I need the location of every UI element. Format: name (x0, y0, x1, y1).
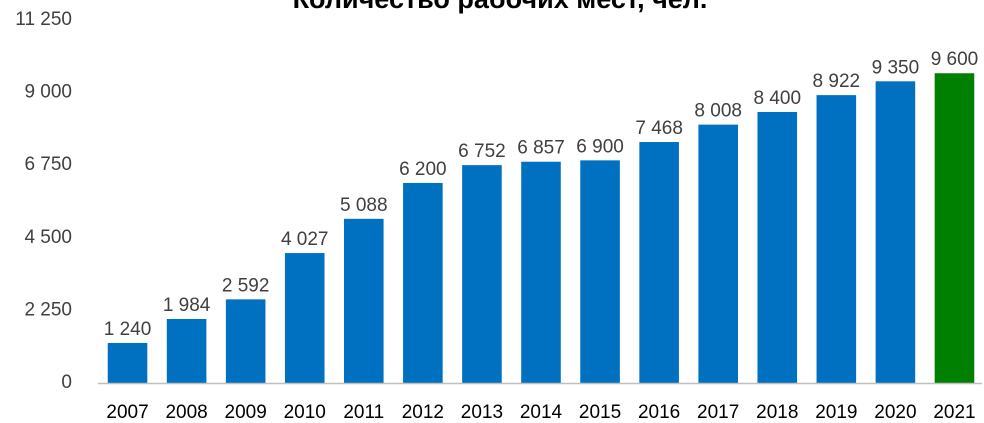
bar-2010 (284, 253, 325, 383)
bar-2021 (934, 73, 975, 384)
x-tick-label-2020: 2020 (874, 402, 916, 423)
x-axis-ticks: 2007 2008 2009 2010 2011 2012 2013 2014 2015 2016… (106, 402, 975, 423)
data-labels: 1 240 1 984 2 592 4 027 5 088 6 200 6 752 6 857… (104, 49, 978, 340)
x-tick-label-2015: 2015 (579, 402, 621, 423)
data-label-2014: 6 857 (517, 138, 565, 159)
data-label-2016: 7 468 (635, 118, 683, 139)
bar-2012 (403, 182, 443, 383)
data-label-2007: 1 240 (104, 319, 152, 340)
data-label-2021: 9 600 (931, 49, 979, 70)
bar-2014 (521, 161, 561, 383)
x-tick-label-2019: 2019 (815, 402, 857, 423)
y-tick-label: 2 250 (24, 299, 72, 320)
x-tick-label-2016: 2016 (638, 402, 680, 423)
x-tick-label-2008: 2008 (165, 402, 207, 423)
bar-2020 (875, 81, 916, 383)
data-label-2020: 9 350 (872, 57, 920, 78)
y-axis-ticks: 0 2 250 4 500 6 750 9 000 11 250 (15, 9, 72, 393)
bar-2016 (639, 142, 679, 383)
bar-2018 (757, 111, 798, 384)
x-tick-label-2010: 2010 (284, 402, 326, 423)
bar-2011 (344, 218, 384, 383)
x-tick-label-2013: 2013 (461, 402, 503, 423)
bar-2017 (698, 124, 738, 384)
data-label-2013: 6 752 (458, 141, 506, 162)
x-tick-label-2014: 2014 (520, 402, 563, 423)
chart-title: Количество рабочих мест, чел. (293, 0, 708, 14)
y-tick-label: 9 000 (24, 82, 72, 103)
x-tick-label-2021: 2021 (933, 402, 975, 423)
x-tick-label-2018: 2018 (756, 402, 798, 423)
bar-2013 (462, 165, 502, 383)
bar-2019 (816, 95, 857, 384)
x-tick-label-2017: 2017 (697, 402, 739, 423)
bar-2008 (166, 318, 207, 383)
x-tick-label-2007: 2007 (106, 402, 148, 423)
y-tick-label: 6 750 (24, 154, 72, 175)
x-tick-label-2012: 2012 (402, 402, 444, 423)
data-label-2011: 5 088 (340, 195, 388, 216)
bars (107, 73, 975, 384)
bar-2009 (225, 299, 266, 383)
y-tick-label: 4 500 (24, 227, 72, 248)
data-label-2018: 8 400 (753, 88, 801, 109)
x-tick-label-2009: 2009 (225, 402, 267, 423)
data-label-2012: 6 200 (399, 159, 447, 180)
data-label-2019: 8 922 (813, 71, 861, 92)
data-label-2015: 6 900 (576, 136, 624, 157)
data-label-2009: 2 592 (222, 275, 270, 296)
data-label-2008: 1 984 (163, 295, 211, 316)
y-tick-label: 11 250 (15, 9, 72, 30)
data-label-2010: 4 027 (281, 229, 329, 250)
y-tick-label: 0 (61, 372, 72, 393)
x-tick-label-2011: 2011 (343, 402, 384, 423)
bar-2015 (580, 160, 620, 383)
bar-2007 (107, 342, 148, 383)
data-label-2017: 8 008 (694, 101, 742, 122)
